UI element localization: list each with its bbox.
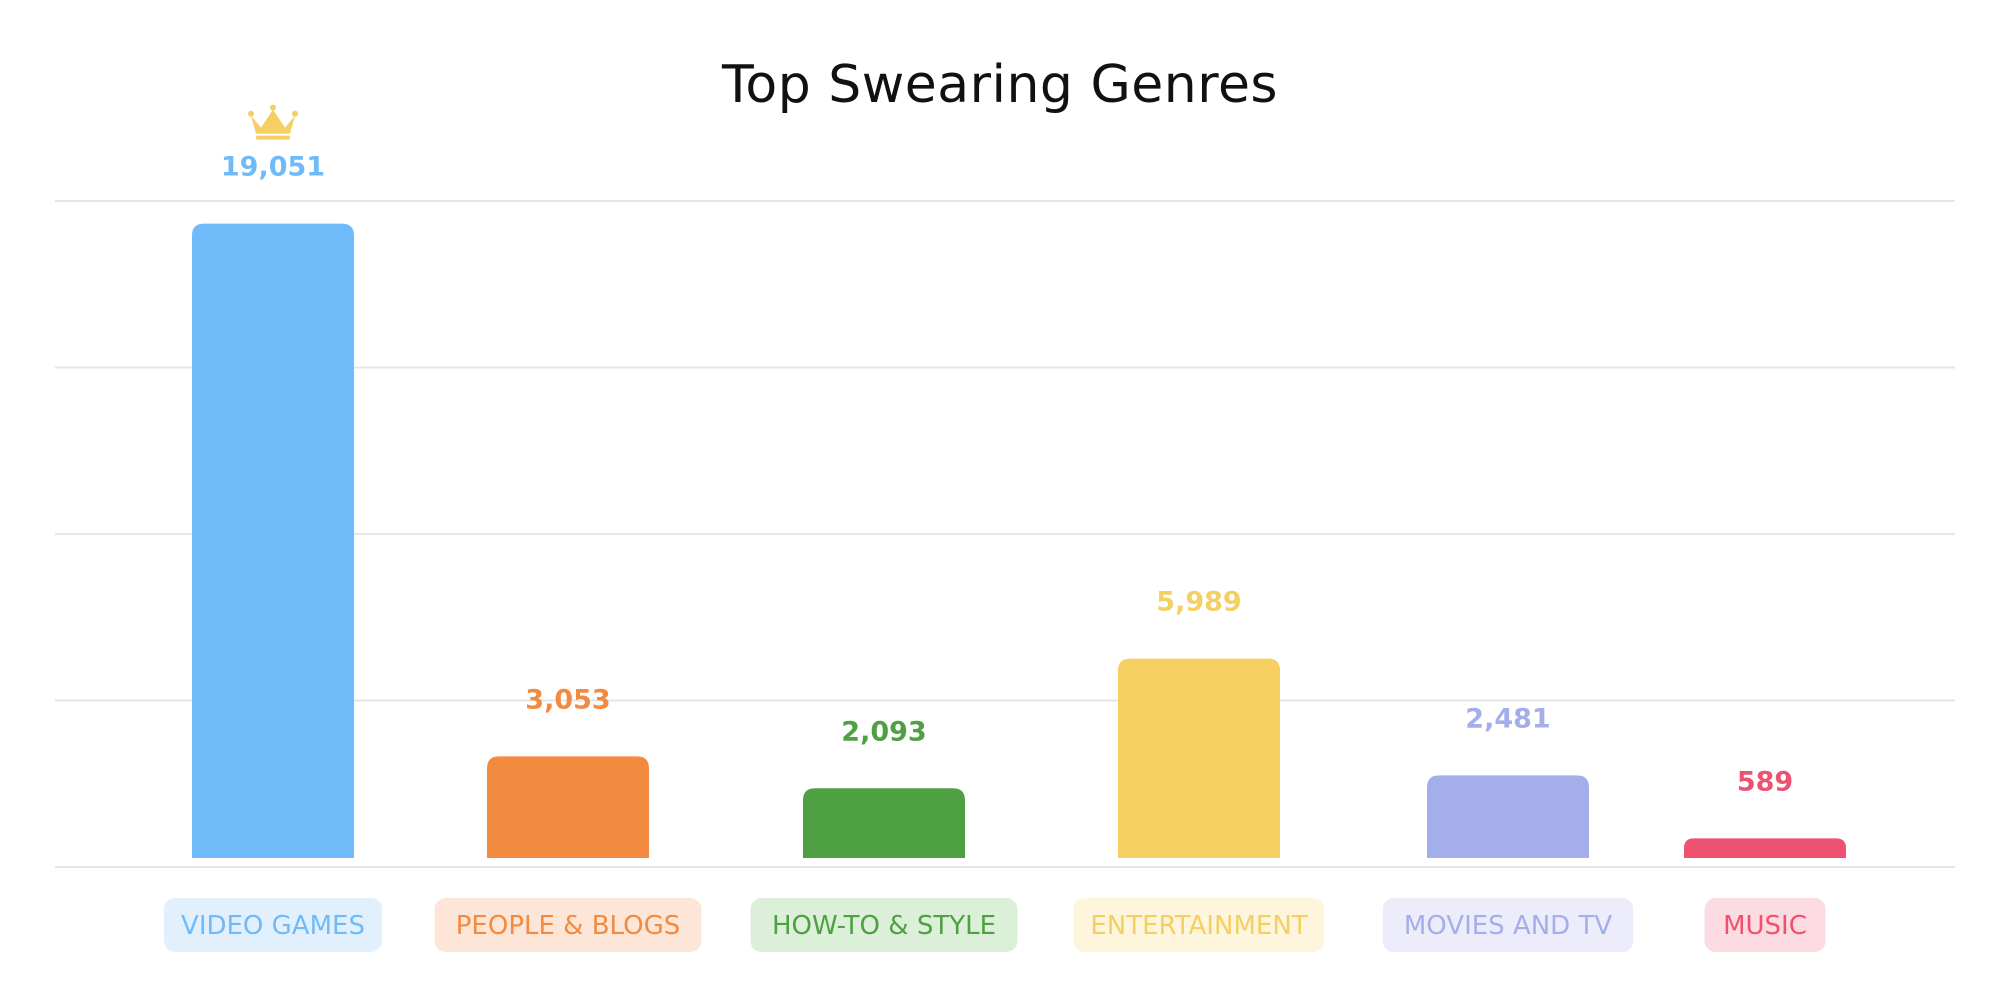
value-label-entertainment: 5,989 — [1156, 587, 1241, 618]
gridlines — [55, 200, 1955, 868]
category-labels: VIDEO GAMES PEOPLE & BLOGS HOW-TO & STYLE E… — [163, 898, 1826, 952]
category-label-movies-and-tv: MOVIES AND TV — [1404, 911, 1612, 941]
value-label-people-and-blogs: 3,053 — [525, 684, 610, 715]
category-pill-background — [1382, 898, 1634, 952]
crown-shape — [251, 109, 295, 134]
bar-entertainment — [1118, 658, 1280, 858]
crown-point-1 — [270, 104, 276, 111]
category-pill-entertainment: ENTERTAINMENT — [1073, 898, 1325, 952]
category-label-video-games: VIDEO GAMES — [181, 911, 365, 941]
crown-point-2 — [292, 110, 298, 117]
category-pill-video-games: VIDEO GAMES — [163, 898, 383, 952]
value-labels: 19,051 3,053 2,093 5,989 2,481 589 — [221, 152, 1793, 798]
chart-title: Top Swearing Genres — [721, 55, 1279, 115]
crown-icon — [248, 104, 298, 140]
crown-point-0 — [248, 110, 254, 117]
category-pill-how-to-and-style: HOW-TO & STYLE — [750, 898, 1018, 952]
category-pill-music: MUSIC — [1704, 898, 1826, 952]
crown-band — [256, 135, 290, 140]
category-pill-background — [750, 898, 1018, 952]
category-pill-people-and-blogs: PEOPLE & BLOGS — [434, 898, 702, 952]
bar-people-and-blogs — [487, 756, 649, 858]
value-label-movies-and-tv: 2,481 — [1465, 703, 1550, 734]
value-label-music: 589 — [1737, 766, 1793, 797]
category-pill-background — [1073, 898, 1325, 952]
bar-music — [1684, 838, 1846, 858]
category-label-how-to-and-style: HOW-TO & STYLE — [772, 911, 996, 941]
value-label-how-to-and-style: 2,093 — [841, 716, 926, 747]
bar-video-games — [192, 223, 354, 859]
category-label-people-and-blogs: PEOPLE & BLOGS — [456, 911, 680, 941]
annotations — [248, 104, 298, 140]
category-pill-background — [1704, 898, 1826, 952]
bars — [192, 223, 1846, 859]
category-pill-background — [163, 898, 383, 952]
category-pill-background — [434, 898, 702, 952]
category-label-entertainment: ENTERTAINMENT — [1090, 911, 1307, 941]
value-label-video-games: 19,051 — [221, 152, 325, 183]
bar-movies-and-tv — [1427, 775, 1589, 858]
bar-how-to-and-style — [803, 788, 965, 858]
category-pill-movies-and-tv: MOVIES AND TV — [1382, 898, 1634, 952]
category-label-music: MUSIC — [1723, 911, 1807, 941]
